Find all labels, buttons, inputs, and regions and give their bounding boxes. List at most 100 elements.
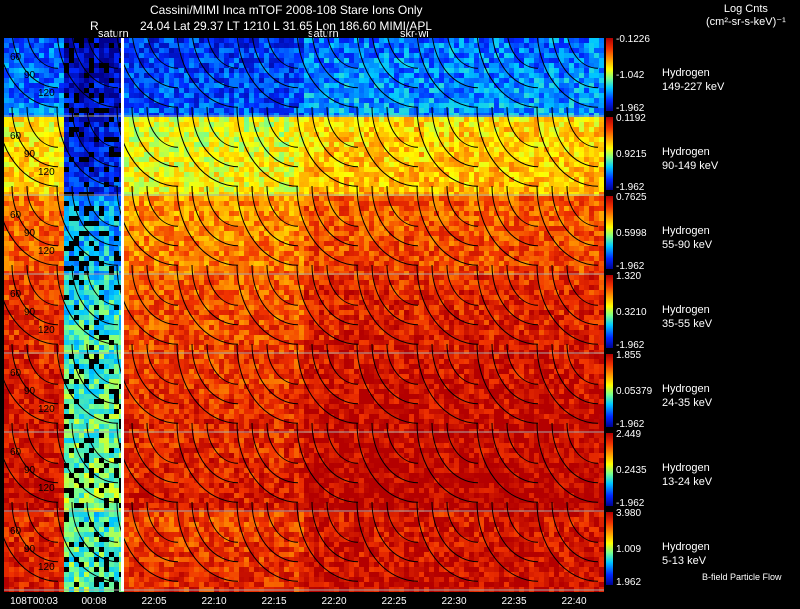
contour-line (476, 185, 539, 266)
spectrogram-panel (476, 106, 544, 197)
contour-line (431, 185, 479, 247)
spectrogram-panel (176, 422, 244, 513)
contour-line (116, 501, 179, 582)
species-name: Hydrogen (662, 225, 710, 237)
spectrogram-panel (176, 501, 244, 592)
contour-line (356, 27, 419, 108)
contour-line (416, 264, 479, 345)
spectrogram-panel (356, 264, 424, 355)
contour-label: 120 (38, 246, 55, 257)
contour-line (0, 129, 59, 187)
contour-line (416, 185, 479, 266)
contour-line (476, 343, 539, 424)
contour-label: 60 (10, 289, 22, 300)
contour-line (551, 185, 599, 247)
contour-line (326, 185, 359, 227)
spectrogram-panel (236, 343, 304, 434)
contour-line (326, 27, 359, 69)
contour-line (491, 422, 539, 484)
contour-line (491, 106, 539, 168)
contour-line (176, 343, 239, 424)
contour-label: 60 (10, 131, 22, 142)
contour-line (551, 27, 599, 89)
contour-line (131, 185, 179, 247)
contour-line (86, 501, 119, 543)
contour-line (566, 501, 599, 543)
contour-line (566, 264, 599, 306)
spectrogram-panel (296, 501, 364, 592)
contour-line (26, 501, 59, 543)
contour-line (26, 343, 59, 385)
spectrogram-panel (56, 106, 124, 197)
contour-line (251, 27, 299, 89)
spectrogram-panel (416, 106, 484, 197)
contour-line (131, 264, 179, 326)
colorbar (606, 38, 613, 111)
contour-line (176, 501, 239, 582)
contour-line (191, 264, 239, 326)
contour-line (386, 185, 419, 227)
contour-line (551, 501, 599, 563)
contour-line (371, 27, 419, 89)
contour-line (266, 264, 299, 306)
colorbar (606, 196, 613, 269)
contour-line (356, 106, 419, 187)
colorbar-mid: 1.009 (616, 544, 642, 555)
energy-range: 90-149 keV (662, 160, 719, 172)
colorbar-min: -1.962 (616, 340, 645, 351)
contour-line (56, 422, 119, 503)
contour-line (86, 264, 119, 306)
colorbar-max: -0.1226 (616, 34, 650, 45)
contour-line (326, 343, 359, 385)
spectrogram-panel (356, 343, 424, 434)
contour-line (176, 422, 239, 503)
species-name: Hydrogen (662, 462, 710, 474)
colorbar-min: -1.962 (616, 261, 645, 272)
contour-line (131, 27, 179, 89)
spectrogram-panel (536, 264, 604, 355)
colorbar-mid: 0.2435 (616, 465, 647, 476)
contour-line (506, 106, 539, 148)
contour-line (236, 185, 299, 266)
contour-line (56, 343, 119, 424)
contour-line (326, 106, 359, 148)
contour-line (236, 27, 299, 108)
log-cnts-label: Log Cnts (723, 3, 768, 15)
spectrogram-panel (356, 501, 424, 592)
contour-line (191, 501, 239, 563)
spectrogram-panel (116, 264, 184, 355)
spectrogram-panel (0, 106, 64, 197)
spectrogram-panel (296, 264, 364, 355)
contour-line (71, 422, 119, 484)
units-label: (cm²-sr-s-keV)⁻¹ (706, 16, 786, 28)
spectrogram-panel (236, 264, 304, 355)
contour-label: 120 (38, 483, 55, 494)
species-name: Hydrogen (662, 383, 710, 395)
contour-line (56, 106, 119, 187)
contour-line (131, 106, 179, 168)
spectrogram-panel (176, 27, 244, 118)
contour-line (536, 264, 599, 345)
energy-range: 24-35 keV (662, 397, 713, 409)
contour-line (206, 501, 239, 543)
spectrogram-panel (236, 501, 304, 592)
species-label: Hydrogen 90-149 keV (662, 145, 718, 173)
colorbar (606, 512, 613, 585)
contour-line (131, 501, 179, 563)
contour-line (446, 343, 479, 385)
contour-line (26, 264, 59, 306)
colorbar-mid: 0.9215 (616, 149, 647, 160)
contour-line (371, 422, 419, 484)
colorbar-max: 0.7625 (616, 192, 647, 203)
contour-line (536, 422, 599, 503)
spectrogram-panel (116, 27, 184, 118)
contour-line (146, 501, 179, 543)
colorbar-min: 1.962 (616, 577, 642, 588)
contour-line (56, 264, 119, 345)
contour-line (551, 343, 599, 405)
contour-line (416, 343, 479, 424)
contour-line (191, 422, 239, 484)
contour-line (191, 27, 239, 89)
spectrogram-panel (536, 422, 604, 513)
contour-line (176, 27, 239, 108)
